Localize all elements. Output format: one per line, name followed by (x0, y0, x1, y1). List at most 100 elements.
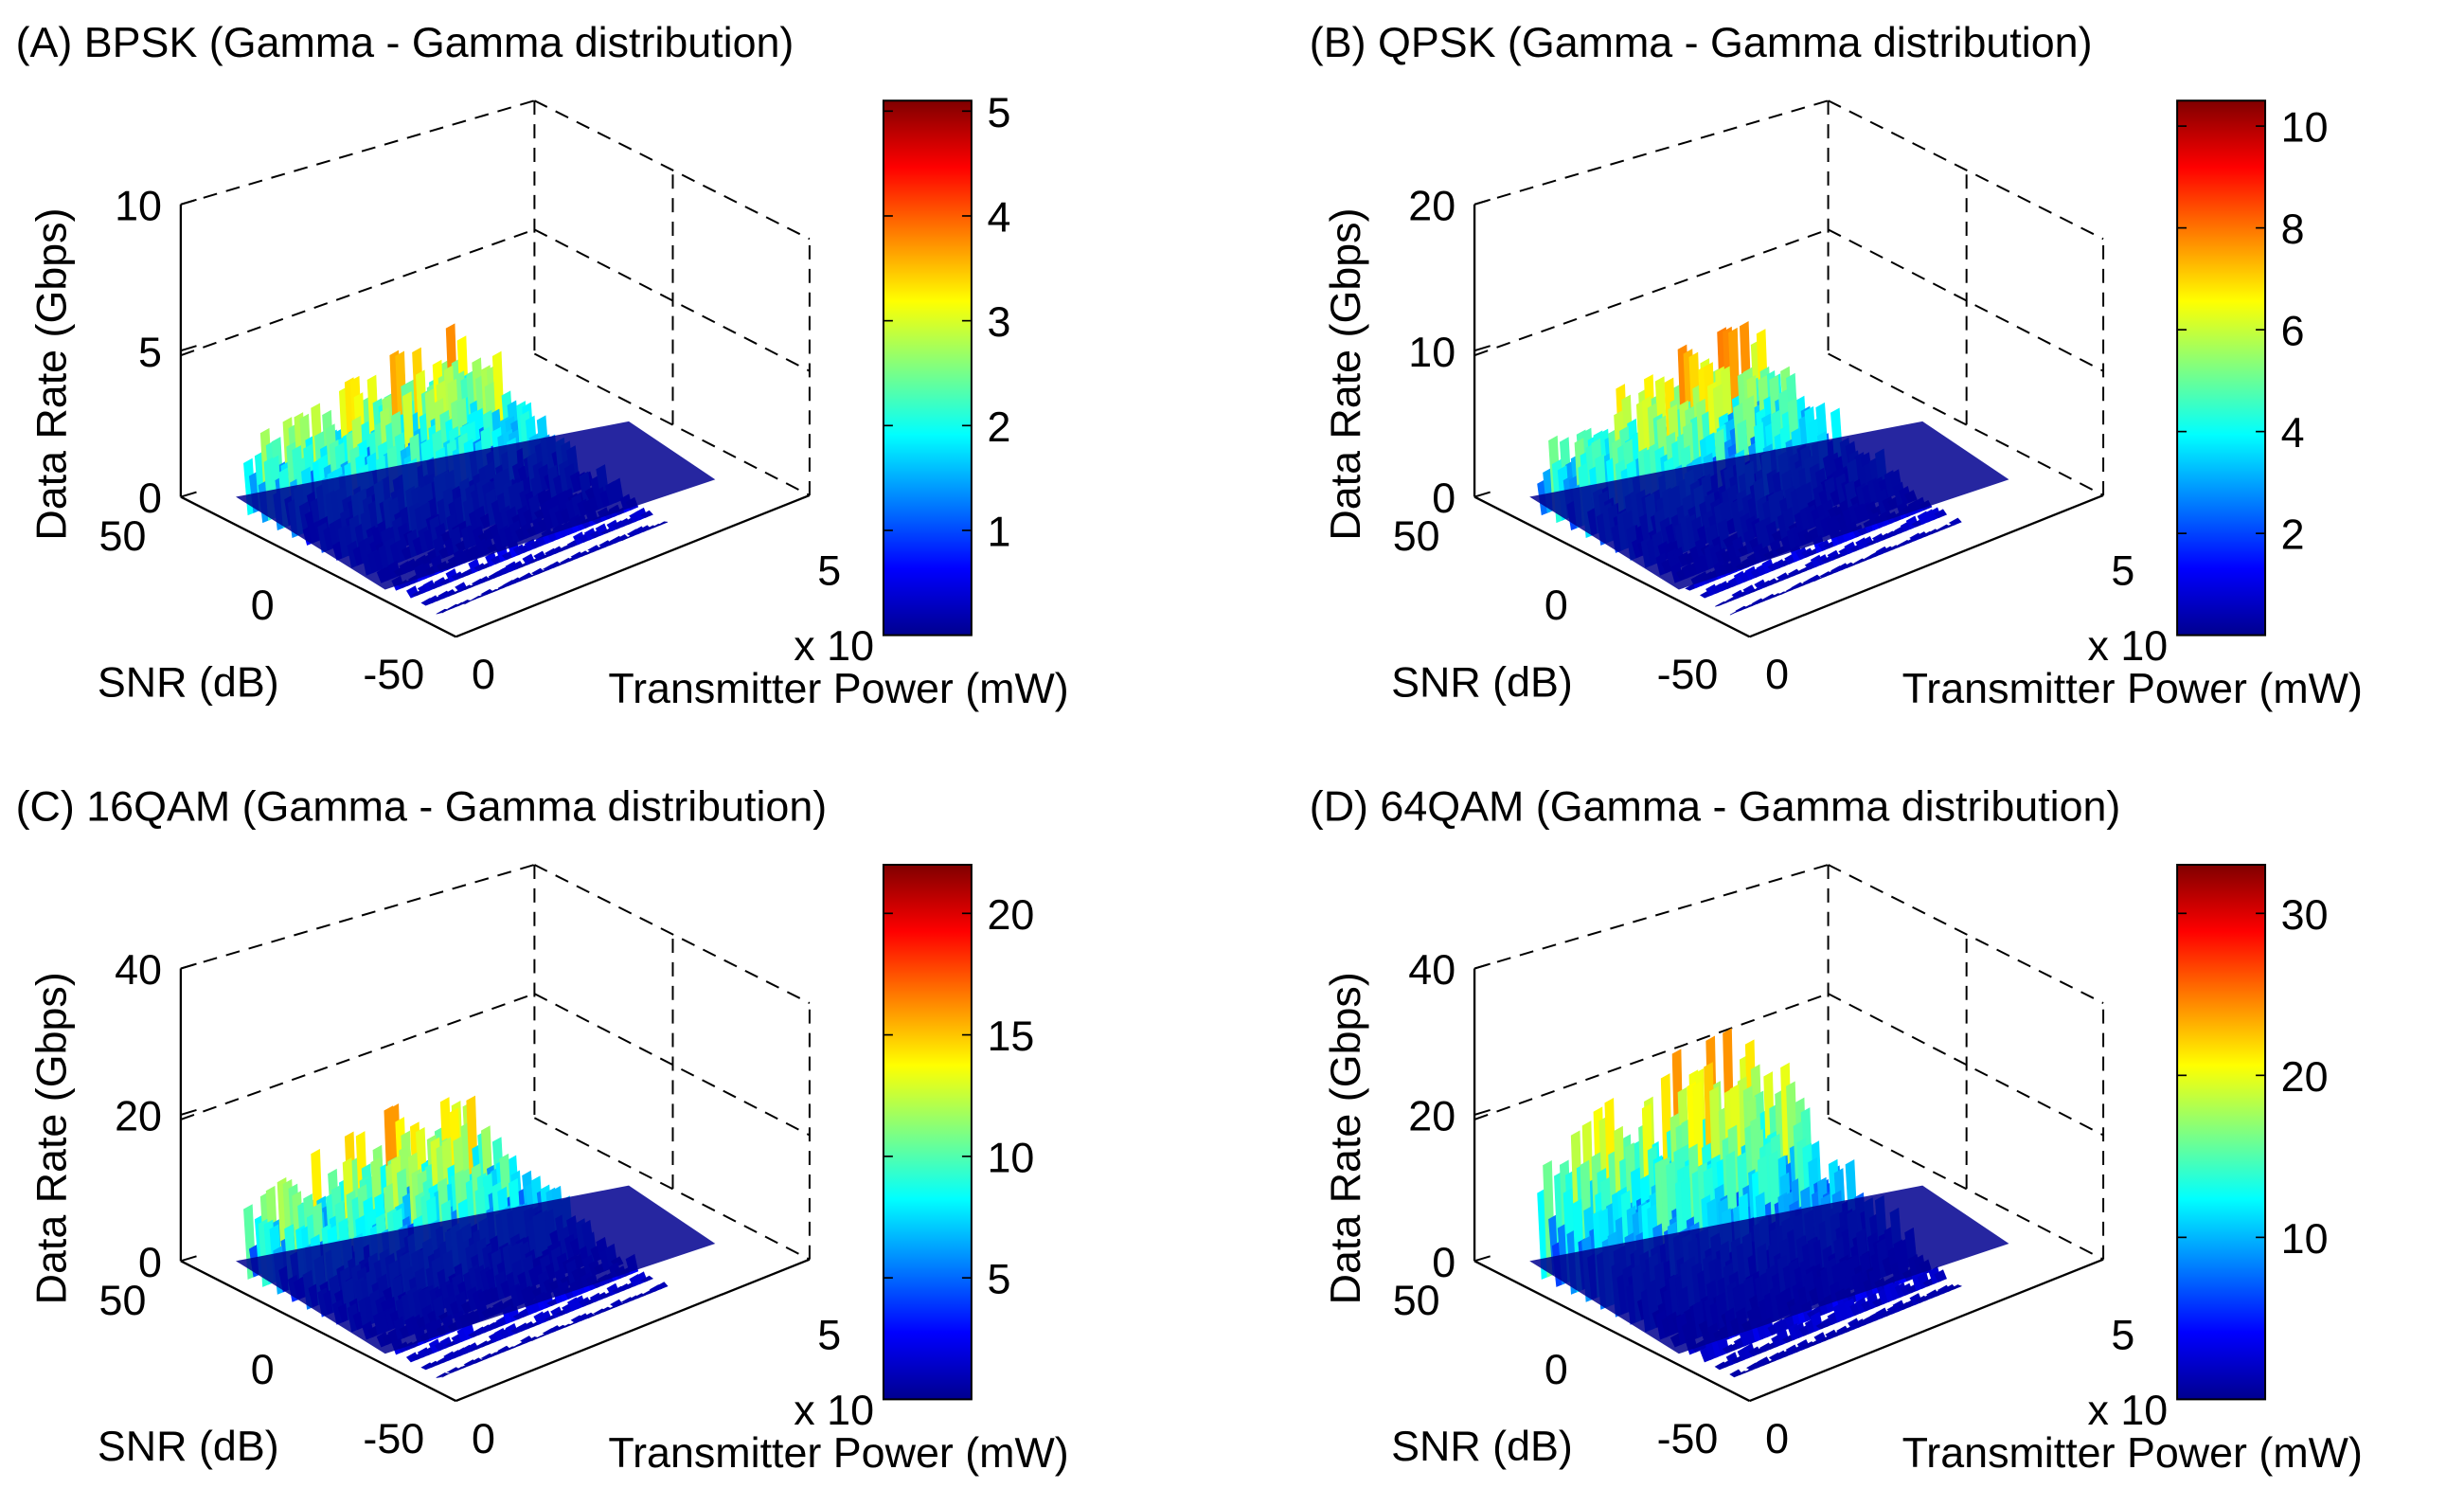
y-tick-label: -50 (363, 1415, 424, 1462)
axes-box (180, 864, 811, 1261)
x-tick-label: 5 (817, 547, 841, 595)
y-axis-label: SNR (dB) (98, 1423, 279, 1470)
colorbar-tick-label: 2 (987, 403, 1010, 451)
y-tick-label: 50 (1393, 1277, 1440, 1324)
colorbar-gradient (882, 864, 973, 1401)
x-tick-label: 0 (1765, 651, 1789, 698)
z-tick-label: 20 (1408, 1093, 1455, 1140)
z-tick-label: 40 (1408, 946, 1455, 994)
x-tick-label: 5 (2111, 547, 2134, 595)
chart-title: (A) BPSK (Gamma - Gamma distribution) (16, 19, 795, 66)
z-tick-mark (1473, 1255, 1491, 1263)
surface-spike (1808, 574, 1822, 583)
colorbar: 2 4 6 8 10 (2176, 99, 2329, 636)
x-tick-label: 0 (472, 651, 495, 698)
colorbar-tick-label: 4 (987, 194, 1010, 242)
x-tick-label: 0 (1765, 1415, 1789, 1462)
chart-panel-2: (C) 16QAM (Gamma - Gamma distribution) 0 2… (16, 783, 1069, 1477)
surface-plot (1529, 1028, 2009, 1378)
z-tick-mark (180, 962, 197, 970)
y-tick-label: -50 (1657, 651, 1719, 698)
colorbar-tick-label: 2 (2281, 511, 2305, 559)
surface-plot (236, 323, 716, 615)
x-tick-label: 0 (472, 1415, 495, 1462)
surface-base (1529, 1185, 2009, 1354)
colorbar-tick-label: 5 (987, 89, 1010, 136)
surface-spike (1934, 1269, 1947, 1282)
colorbar-tick-label: 30 (2281, 891, 2329, 939)
z-tick-label: 0 (138, 1239, 162, 1286)
colorbar-gradient (2176, 99, 2267, 636)
x-axis-label: Transmitter Power (mW) (608, 665, 1068, 712)
z-axis-label: Data Rate (Gbps) (28, 207, 76, 540)
surface-spike (654, 1282, 669, 1290)
colorbar-tick-label: 8 (2281, 206, 2305, 253)
chart-title: (B) QPSK (Gamma - Gamma distribution) (1310, 19, 2093, 66)
z-tick-label: 10 (115, 182, 162, 229)
x-axis-label: Transmitter Power (mW) (1902, 665, 2363, 712)
colorbar-tick-label: 10 (2281, 104, 2329, 152)
colorbar-gradient (882, 99, 973, 636)
axes-box (180, 99, 811, 496)
z-axis-label: Data Rate (Gbps) (1322, 972, 1369, 1304)
z-tick-label: 0 (1432, 1239, 1455, 1286)
surface-base (1529, 421, 2009, 590)
y-tick-label: 50 (99, 512, 147, 560)
z-tick-mark (1473, 491, 1491, 498)
x-tick-label: 5 (817, 1311, 841, 1358)
z-tick-mark (1473, 1109, 1491, 1116)
x-exponent-label: x 10 (794, 1387, 874, 1434)
y-tick-label: 0 (251, 582, 275, 629)
z-tick-label: 0 (138, 475, 162, 522)
z-tick-label: 10 (1408, 329, 1455, 376)
chart-title: (D) 64QAM (Gamma - Gamma distribution) (1310, 783, 2121, 831)
z-axis-label: Data Rate (Gbps) (28, 972, 76, 1304)
x-tick-label: 5 (2111, 1311, 2134, 1358)
colorbar-tick-label: 6 (2281, 308, 2305, 355)
surface-spike (436, 608, 450, 615)
z-tick-mark (180, 1255, 197, 1263)
chart-title: (C) 16QAM (Gamma - Gamma distribution) (16, 783, 828, 831)
axes-box (1473, 99, 2105, 496)
z-tick-mark (180, 345, 197, 352)
chart-panel-3: (D) 64QAM (Gamma - Gamma distribution) 0 2… (1310, 783, 2363, 1477)
z-tick-mark (1473, 198, 1491, 206)
z-tick-mark (180, 198, 197, 206)
surface-base (236, 421, 716, 590)
z-tick-label: 20 (115, 1093, 162, 1140)
y-axis-label: SNR (dB) (98, 658, 279, 706)
z-tick-mark (180, 491, 197, 498)
z-tick-mark (180, 1109, 197, 1116)
colorbar-tick-label: 3 (987, 298, 1010, 346)
colorbar: 1 2 3 4 5 (882, 89, 1010, 636)
x-exponent-label: x 10 (2087, 1387, 2168, 1434)
z-tick-mark (1473, 345, 1491, 352)
surface-plot (236, 1095, 716, 1378)
y-tick-label: 50 (99, 1277, 147, 1324)
colorbar: 5 10 15 20 (882, 864, 1034, 1401)
y-tick-label: 0 (251, 1346, 275, 1393)
surface-spike (405, 585, 420, 599)
axes-box (1473, 864, 2105, 1261)
surface-spike (1949, 1284, 1963, 1290)
colorbar-tick-label: 20 (2281, 1053, 2329, 1101)
surface-plot (1529, 320, 2009, 616)
y-tick-label: 50 (1393, 512, 1440, 560)
y-axis-label: SNR (dB) (1391, 1423, 1573, 1470)
z-tick-label: 0 (1432, 475, 1455, 522)
surface-base (236, 1185, 716, 1354)
colorbar-tick-label: 1 (987, 509, 1010, 556)
y-tick-label: 0 (1544, 582, 1568, 629)
surface-spike (639, 510, 653, 518)
colorbar: 10 20 30 (2176, 864, 2329, 1401)
surface-spike (1934, 509, 1948, 518)
x-exponent-label: x 10 (794, 622, 874, 670)
colorbar-tick-label: 4 (2281, 409, 2305, 457)
surface-spike (639, 1275, 654, 1282)
z-tick-label: 20 (1408, 182, 1455, 229)
x-exponent-label: x 10 (2087, 622, 2168, 670)
z-tick-label: 40 (115, 946, 162, 994)
z-tick-mark (1473, 962, 1491, 970)
